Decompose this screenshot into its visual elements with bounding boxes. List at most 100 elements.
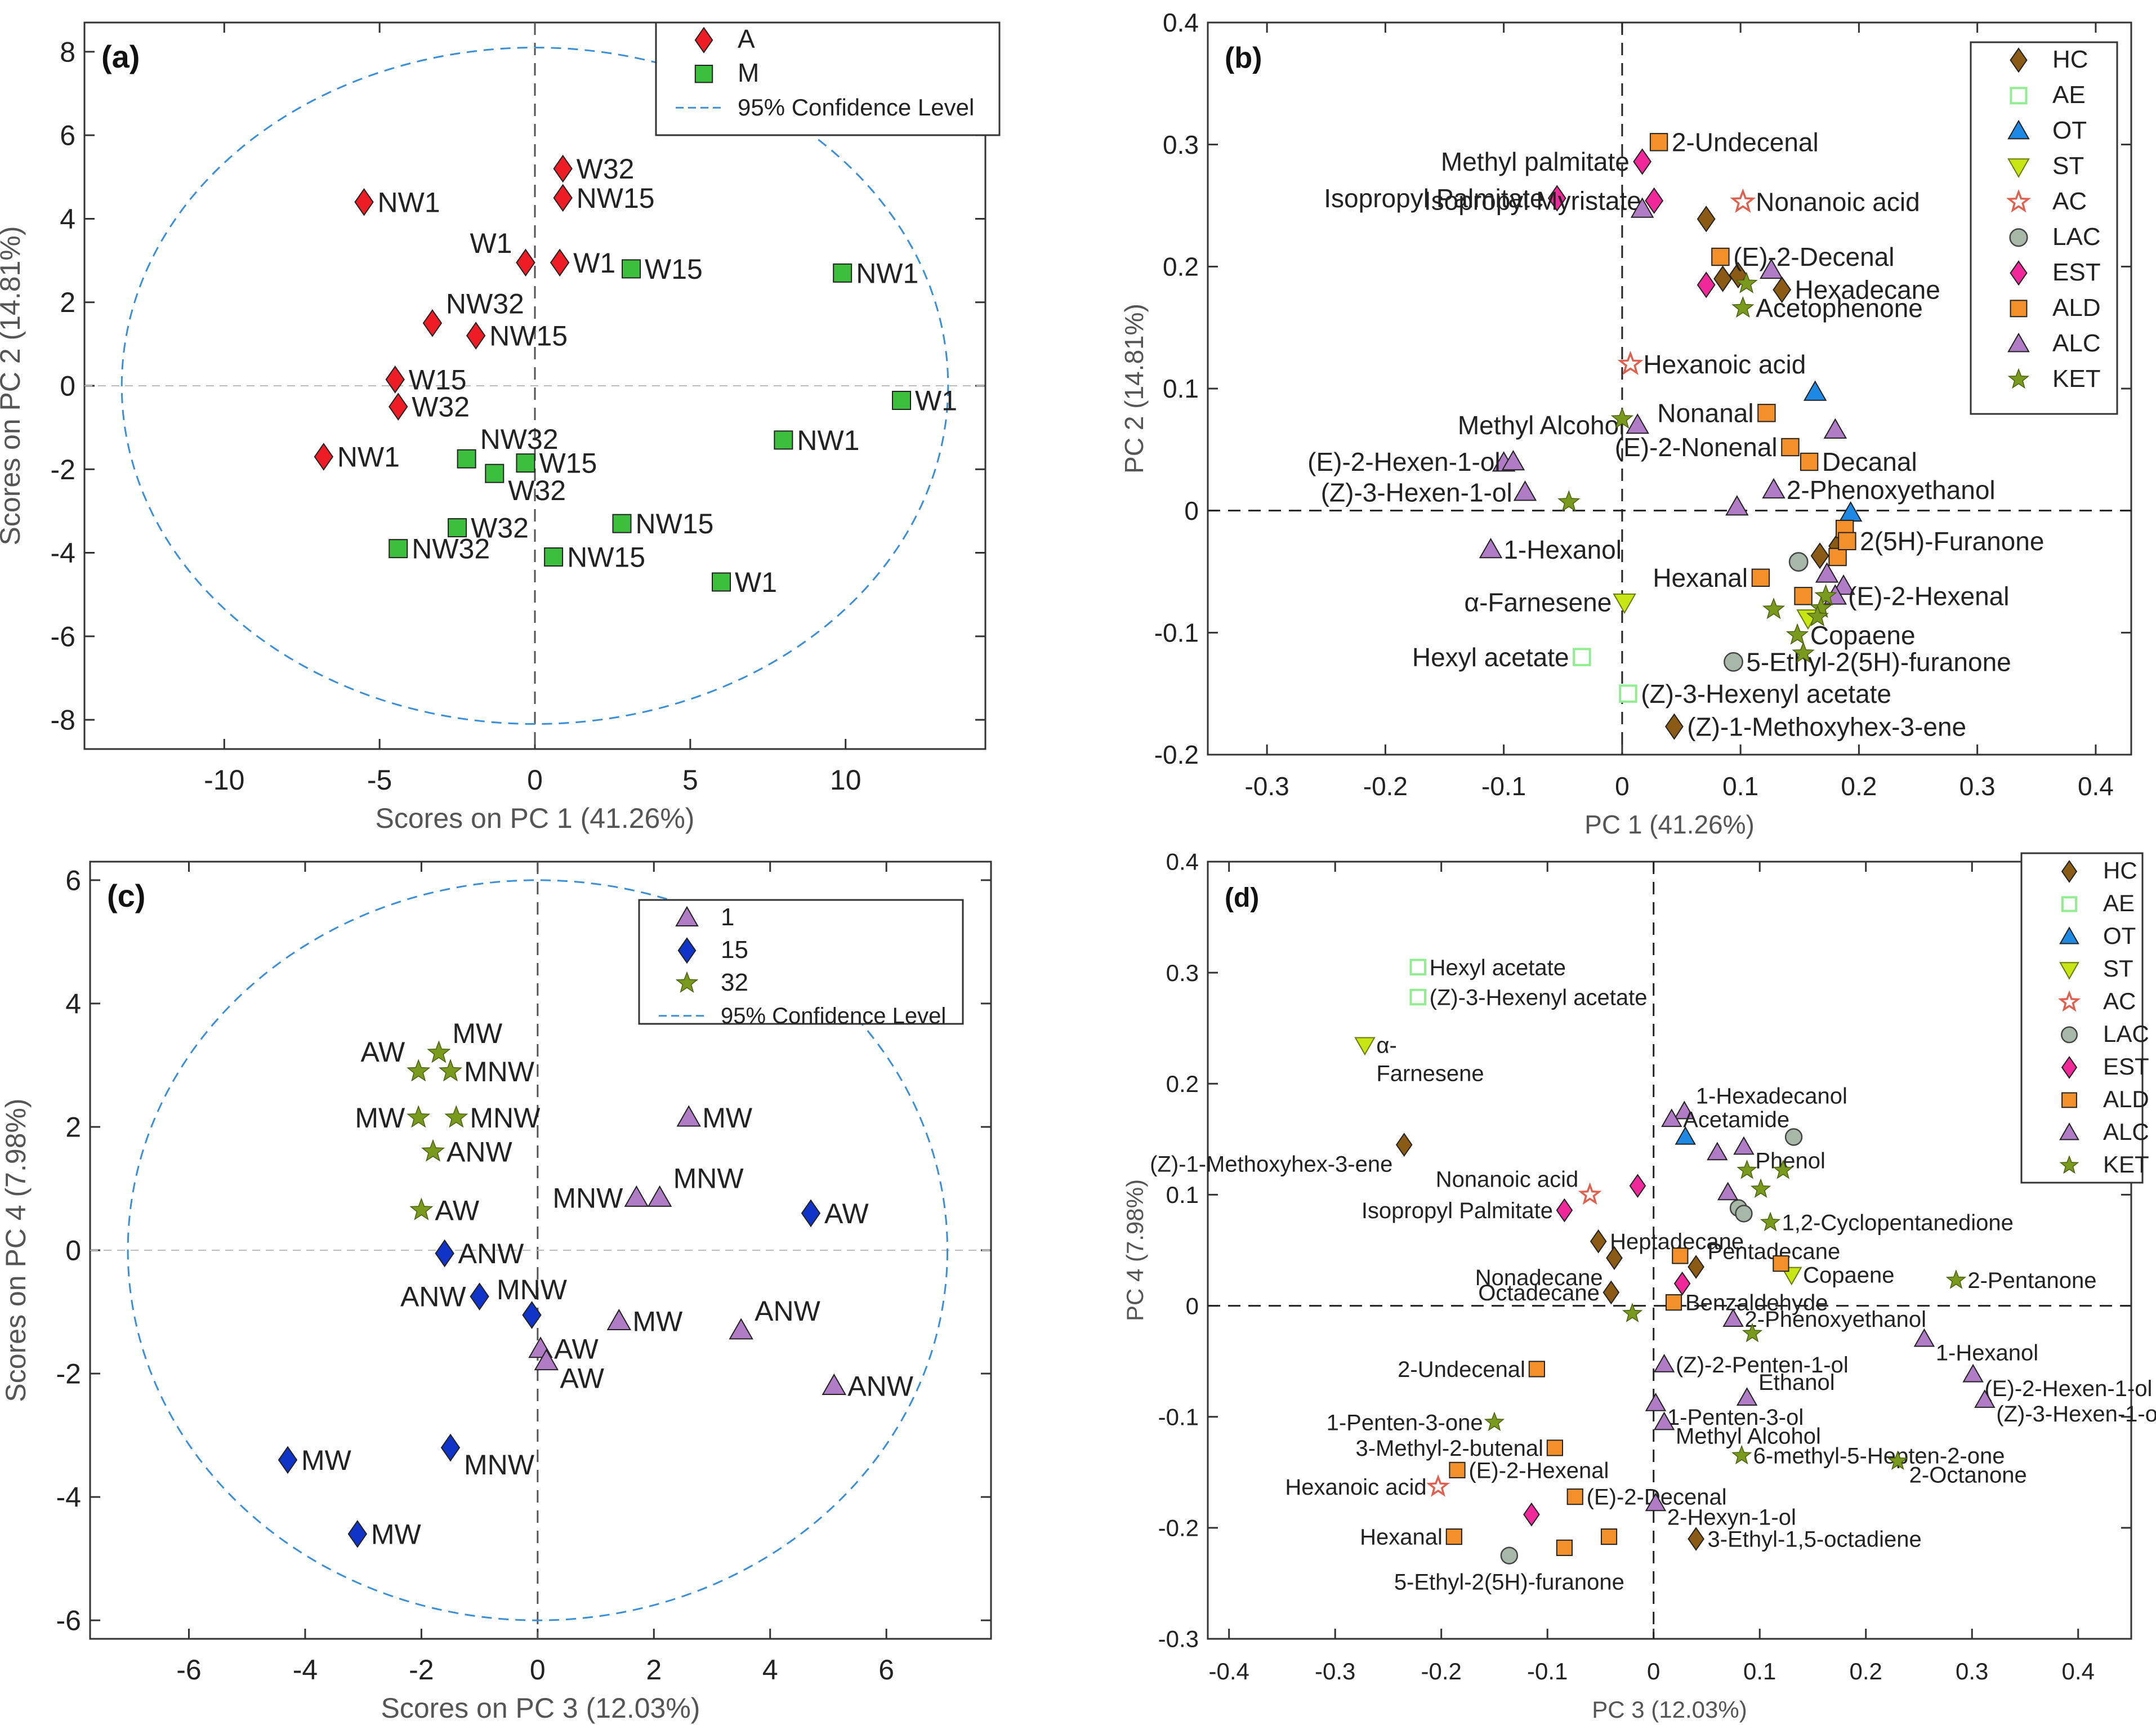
point-label: (Z)-3-Hexenyl acetate (1641, 679, 1891, 708)
legend: AM 95% Confidence Level (655, 21, 1001, 136)
legend-marker (2007, 158, 2030, 178)
point-label: 1-Penten-3-one (1327, 1411, 1483, 1436)
data-point (1773, 1255, 1789, 1272)
point-label: (E)-2-Hexenal (1468, 1458, 1609, 1483)
data-point (676, 1105, 701, 1127)
y-tick-label: -4 (51, 537, 75, 569)
x-tick-label: 0.2 (1850, 1658, 1882, 1684)
legend-label: 1 (721, 903, 734, 931)
data-point (435, 1239, 454, 1268)
point-label: MW (371, 1518, 422, 1550)
point-label: ANW (400, 1281, 466, 1313)
point-label: NW32 (412, 533, 490, 565)
point-label: MW (355, 1102, 405, 1134)
data-point (1725, 495, 1749, 516)
data-point (1546, 1439, 1564, 1456)
point-label: (E)-2-Hexen-1-ol (1307, 447, 1501, 476)
data-point (1792, 641, 1815, 663)
data-point (1711, 247, 1730, 266)
data-point (1528, 1361, 1545, 1378)
legend-label: AC (2052, 188, 2087, 215)
data-point (389, 393, 408, 421)
point-label: 1-Hexanol (1936, 1341, 2038, 1366)
point-label: Hexadecane (1795, 275, 1940, 305)
x-tick-label: -2 (409, 1654, 434, 1686)
x-tick-label: 2 (646, 1654, 662, 1686)
data-point (1513, 480, 1537, 501)
point-label: W32 (577, 153, 635, 185)
point-label: W1 (915, 385, 957, 416)
data-point (622, 259, 641, 279)
data-point (1814, 584, 1837, 606)
data-point (1784, 1128, 1803, 1146)
confidence-ellipse (120, 46, 949, 725)
point-label: (Z)-1-Methoxyhex-3-ene (1150, 1152, 1392, 1177)
x-tick-label: 0.3 (1956, 1658, 1988, 1684)
panel-2: -6 -4 -2 0 2 4 6 -6 -4 -2 0 2 4 6 Scores on PC 3 (12.0… (0, 861, 992, 1724)
data-point (544, 547, 564, 567)
x-axis-label: Scores on PC 1 (41.26%) (376, 803, 695, 834)
x-tick-label: 0.4 (2078, 772, 2114, 801)
legend-marker (2061, 1056, 2078, 1079)
point-label: NW1 (378, 186, 440, 218)
point-label: Nonanal (1657, 398, 1753, 427)
x-tick-label: 5 (682, 764, 698, 796)
x-tick-label: -4 (293, 1654, 318, 1686)
legend-label: ALC (2052, 329, 2101, 357)
data-point (1675, 1126, 1696, 1145)
data-point (1737, 1159, 1757, 1179)
data-point (1409, 988, 1426, 1006)
x-tick-label: 0.2 (1841, 772, 1877, 801)
point-label: (E)-2-Hexen-1-ol (1985, 1376, 2153, 1401)
x-tick-label: 0 (1615, 772, 1630, 801)
legend: HC AE OT ST AC LAC EST ALD ALC KET (2020, 852, 2149, 1184)
point-label: Acetophenone (1756, 293, 1923, 323)
data-point (1773, 1159, 1793, 1179)
legend-marker (2007, 332, 2030, 353)
point-label: NW32 (480, 424, 559, 455)
data-point (407, 1059, 431, 1082)
data-point (1606, 1246, 1623, 1271)
data-point (534, 1349, 559, 1371)
legend-marker (2061, 1026, 2078, 1044)
point-label: MNW (470, 1102, 541, 1134)
point-label: MW (301, 1445, 352, 1476)
data-point (1556, 1198, 1573, 1223)
x-tick-label: -0.2 (1363, 772, 1408, 801)
point-label: NW15 (635, 508, 713, 540)
point-label: α- Farnesene (1376, 1033, 1484, 1086)
legend-label: 15 (721, 936, 748, 964)
x-tick-label: -10 (204, 764, 244, 796)
data-point (1887, 1450, 1908, 1470)
legend-label: AE (2103, 890, 2135, 916)
data-point (385, 365, 405, 394)
point-label: (E)-2-Nonenal (1615, 433, 1778, 462)
point-label: MNW (464, 1056, 535, 1087)
point-label: W32 (508, 475, 566, 506)
data-point (1673, 1100, 1695, 1120)
point-label: Nonadecane (1475, 1265, 1603, 1290)
y-axis-label: PC 4 (7.98%) (1122, 1179, 1148, 1321)
data-point (516, 453, 535, 473)
y-tick-label: 0.1 (1166, 1182, 1199, 1208)
data-point (1810, 542, 1829, 569)
point-label: W1 (573, 247, 615, 279)
point-label: Octadecane (1478, 1281, 1600, 1305)
data-point (1664, 713, 1684, 740)
x-tick-label: 0 (530, 1654, 546, 1686)
legend-label: EST (2103, 1053, 2149, 1080)
legend-marker (2059, 926, 2079, 944)
data-point (1645, 1393, 1667, 1411)
point-label: Nonanoic acid (1756, 188, 1920, 217)
data-point (1566, 1488, 1583, 1505)
y-axis-label: Scores on PC 2 (14.81%) (0, 226, 26, 546)
point-label: MNW (673, 1162, 744, 1194)
data-point (1661, 1108, 1682, 1127)
legend-label: EST (2052, 258, 2101, 286)
data-point (1665, 1294, 1682, 1311)
legend-marker (2006, 189, 2032, 213)
point-label: AW (560, 1363, 604, 1394)
data-point (606, 1308, 632, 1330)
data-point (1649, 133, 1668, 151)
